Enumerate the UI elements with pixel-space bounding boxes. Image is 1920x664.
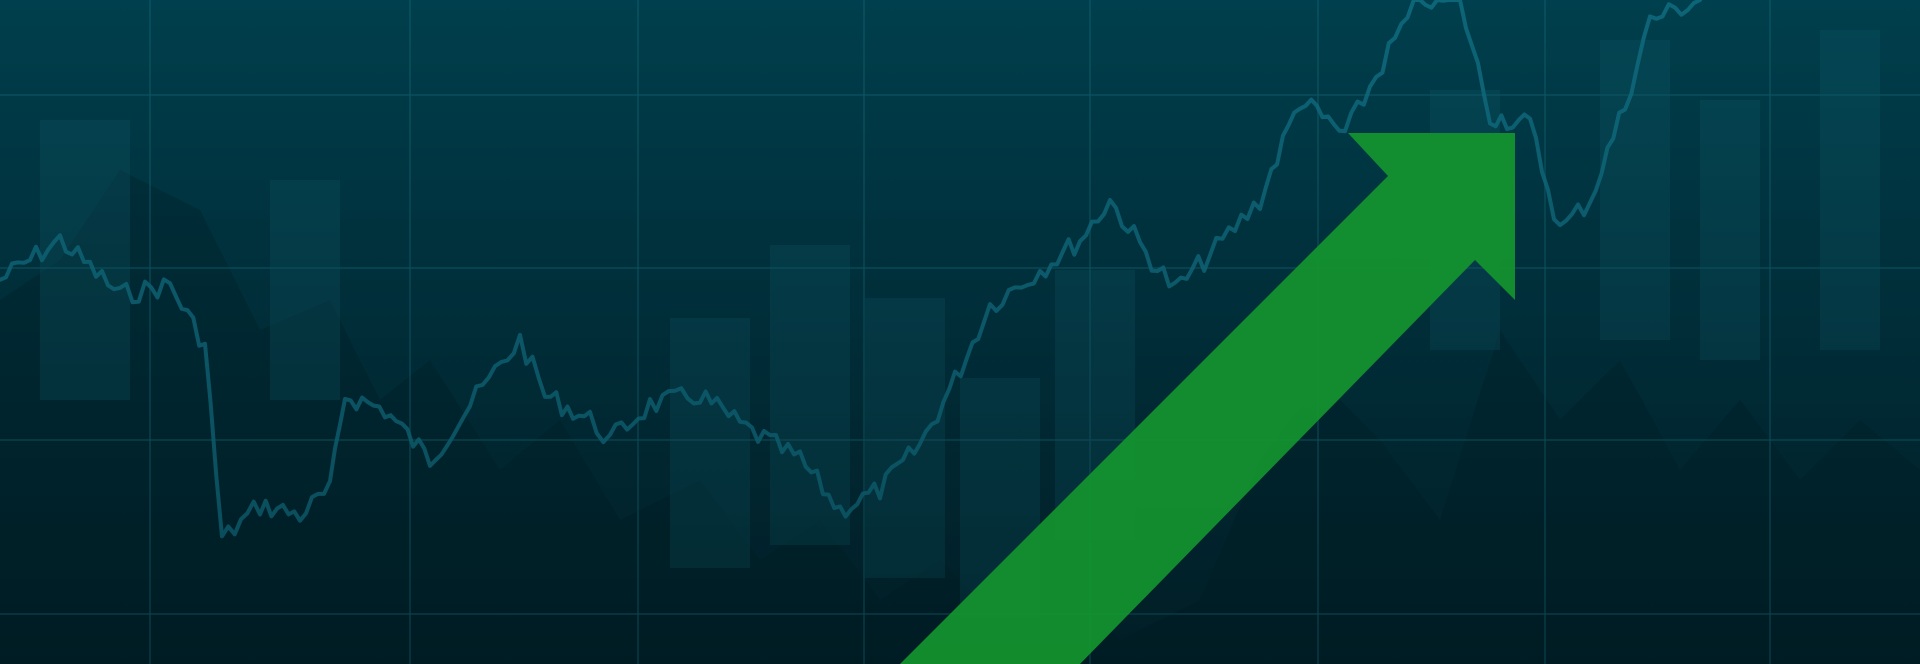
upward-trend-arrow-icon <box>900 133 1515 664</box>
trend-arrow-shape <box>900 133 1515 664</box>
